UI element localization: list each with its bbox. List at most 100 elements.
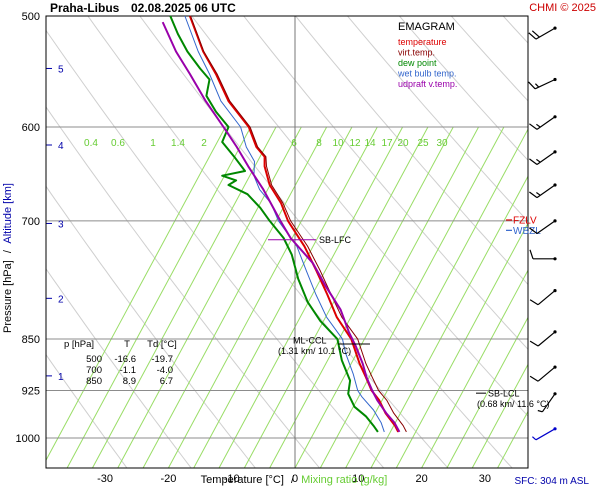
temperature-tick-label: 30	[479, 473, 491, 485]
mixing-ratio-label: 30	[436, 138, 448, 149]
wind-barb-feather	[537, 409, 543, 413]
annotation-label: SB-LFC	[319, 235, 352, 245]
wind-barb-station	[553, 257, 557, 261]
wind-barbs	[528, 26, 557, 441]
level-label: FZLV	[513, 215, 537, 226]
mixing-ratio-line	[446, 316, 528, 468]
temperature-tick-label: 0	[292, 473, 298, 485]
wind-barb-feather	[529, 299, 539, 306]
altitude-tick-label: 5	[58, 64, 64, 75]
mixing-ratio-label: 10	[332, 138, 344, 149]
wind-barb	[529, 115, 557, 130]
wind-barb-feather	[534, 83, 540, 88]
profile-lines	[161, 15, 407, 433]
mixing-ratio-line	[294, 126, 480, 468]
chart-title: EMAGRAM	[398, 21, 455, 33]
mixing-ratio-label: 0.6	[111, 138, 125, 149]
mixing-ratio-label: 6	[291, 138, 297, 149]
mixing-ratio-label: 25	[417, 138, 429, 149]
wind-barb-feather	[529, 340, 539, 347]
mixing-ratio-line	[243, 126, 429, 468]
table-cell: -4.0	[157, 365, 173, 376]
wind-barb-station	[553, 115, 557, 119]
mixing-ratio-label: 14	[364, 138, 376, 149]
mixing-ratio-line	[142, 126, 328, 468]
wind-barb	[537, 392, 557, 413]
wind-barb-feather	[531, 30, 540, 38]
level-label: WBZL	[513, 226, 541, 237]
x-label-separator: /	[291, 474, 295, 486]
wind-barb-station	[553, 427, 557, 431]
mixing-ratio-label: 1	[150, 138, 156, 149]
wind-barb-feather	[536, 192, 541, 196]
table-cell: 500	[86, 354, 102, 365]
mixing-ratio-line	[370, 175, 528, 468]
wind-barb	[529, 365, 557, 382]
temperature-tick-label: -30	[97, 473, 113, 485]
dry-adiabat-line	[46, 268, 192, 468]
temperature-tick-label: 10	[352, 473, 364, 485]
mixing-ratio-line	[117, 126, 302, 468]
mixing-ratio-line	[167, 126, 353, 468]
temperature-label: Temperature [°C]	[201, 474, 284, 486]
y-label-separator: /	[2, 249, 14, 253]
mixing-ratio-line	[46, 126, 226, 462]
legend-item: wet bulb temp.	[397, 69, 457, 79]
table-cell: 6.7	[160, 376, 173, 387]
wind-barb-feather	[529, 227, 538, 234]
mixing-ratio-line	[66, 126, 252, 468]
wind-barb	[528, 77, 557, 90]
wind-barb-station	[553, 183, 557, 187]
table-cell: 700	[86, 365, 102, 376]
mixing-ratio-line	[471, 363, 528, 468]
mixing-ratio-label: 20	[397, 138, 409, 149]
wind-barb	[532, 427, 557, 441]
wind-barb-feather	[529, 123, 538, 130]
mixing-ratio-line	[421, 269, 528, 468]
wind-barb-feather	[536, 158, 541, 163]
altitude-tick-label: 3	[58, 219, 64, 230]
wind-barb-shaft	[534, 78, 556, 90]
table-header-cell: Td [°C]	[147, 339, 177, 350]
wind-barb-feather	[528, 32, 537, 40]
legend-item: dew point	[398, 58, 437, 68]
wind-barb-shaft	[537, 290, 556, 306]
wind-barb	[529, 249, 557, 261]
wind-barb	[529, 150, 557, 165]
legend-item: udpraft v.temp.	[398, 79, 457, 89]
udpraft-v-temp-line	[161, 21, 401, 433]
mixing-ratio-label: 8	[316, 138, 322, 149]
temperature-tick-label: -10	[224, 473, 240, 485]
station-title: Praha-Libus	[50, 1, 120, 15]
table-cell: 8.9	[123, 376, 136, 387]
pressure-tick-label: 700	[22, 216, 40, 228]
dry-adiabat-line	[87, 16, 449, 468]
mixing-ratio-label: 17	[381, 138, 393, 149]
wind-barb-feather	[529, 191, 538, 199]
wind-barb-shaft	[536, 151, 556, 165]
wind-barb	[529, 219, 557, 234]
mixing-ratio-line	[91, 126, 277, 468]
pressure-tick-label: 925	[22, 386, 40, 398]
pressure-tick-label: 1000	[16, 433, 40, 445]
legend-item: virt.temp.	[398, 48, 435, 58]
wind-barb-feather	[536, 123, 541, 128]
mixing-ratio-line	[345, 128, 528, 468]
temperature-tick-label: 20	[415, 473, 427, 485]
table-cell: 850	[86, 376, 102, 387]
wind-barb-station	[553, 77, 557, 82]
dry-adiabat-line	[46, 185, 256, 468]
dry-adiabat-line	[46, 353, 128, 468]
sfc-text: SFC: 304 m ASL	[515, 476, 590, 487]
wind-barb-station	[553, 26, 557, 30]
dry-adiabat-line	[139, 16, 513, 468]
mixing-ratio-line	[218, 126, 404, 468]
wind-barb-station	[553, 330, 557, 334]
dry-adiabats	[46, 16, 528, 468]
wind-barb-feather	[529, 249, 534, 259]
wind-barb-shaft	[537, 331, 556, 347]
wet-bulb-temp-line	[184, 15, 385, 433]
